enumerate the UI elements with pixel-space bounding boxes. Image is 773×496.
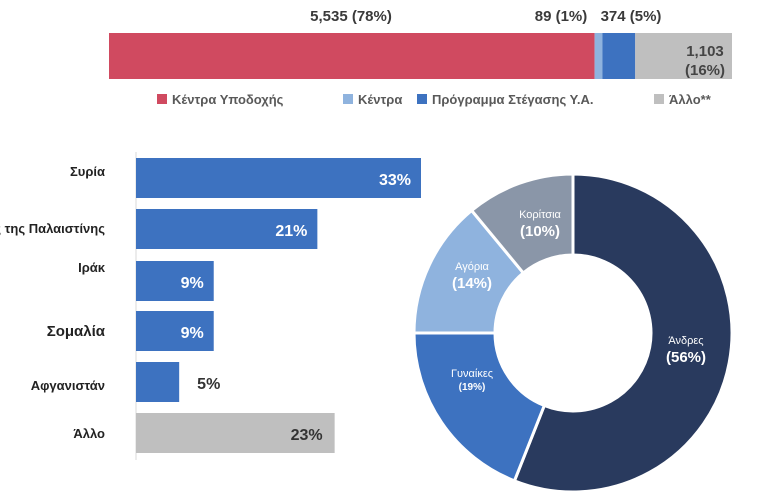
stack-pct-label-3: (16%) bbox=[685, 62, 725, 79]
donut-slice-name-0: Άνδρες bbox=[668, 335, 703, 347]
category-label-3: Σομαλία bbox=[47, 323, 106, 340]
donut-slice-3 bbox=[469, 172, 575, 276]
stacked-bar-legend: Κέντρα Υποδοχής Κέντρα Πρόγραμμα Στέγασης … bbox=[157, 92, 712, 107]
bar-0 bbox=[136, 158, 421, 198]
bar-value-label-2: 9% bbox=[181, 275, 204, 292]
stack-segment-0 bbox=[109, 33, 595, 79]
bar-3 bbox=[136, 311, 214, 351]
donut-slice-pct-0: (56%) bbox=[666, 349, 706, 366]
legend-swatch-3 bbox=[654, 94, 664, 104]
category-label-2: Ιράκ bbox=[78, 260, 106, 275]
legend-swatch-1 bbox=[343, 94, 353, 104]
legend-label-1: Κέντρα bbox=[358, 92, 402, 107]
donut-slice-name-2: Αγόρια bbox=[455, 261, 489, 273]
legend-label-3: Άλλο** bbox=[669, 92, 712, 107]
stack-segment-2 bbox=[602, 33, 636, 79]
stack-segment-1 bbox=[594, 33, 603, 79]
stack-value-label-1: 89 (1%) bbox=[535, 8, 588, 25]
stack-value-label-2: 374 (5%) bbox=[601, 8, 662, 25]
legend-label-2: Πρόγραμμα Στέγασης Υ.Α. bbox=[432, 92, 593, 107]
horizontal-bar-chart: Συρία 33% ος της Παλαιστίνης 21% Ιράκ 9% Σομαλ… bbox=[0, 152, 421, 460]
donut-chart: Άνδρες (56%) Γυναίκες (19%) Αγόρια (14%) Κορίτ… bbox=[412, 172, 734, 494]
category-label-1: ος της Παλαιστίνης bbox=[0, 221, 105, 236]
bar-value-label-4: 5% bbox=[197, 376, 220, 393]
legend-swatch-2 bbox=[417, 94, 427, 104]
category-label-0: Συρία bbox=[70, 164, 105, 179]
bar-value-label-5: 23% bbox=[291, 427, 323, 444]
bar-1 bbox=[136, 209, 318, 249]
legend-swatch-0 bbox=[157, 94, 167, 104]
stack-segment-3 bbox=[635, 33, 732, 79]
donut-slice-pct-1: (19%) bbox=[459, 382, 486, 393]
donut-slice-name-1: Γυναίκες bbox=[451, 368, 493, 380]
bar-value-label-0: 33% bbox=[379, 172, 411, 189]
bar-5 bbox=[136, 413, 335, 453]
donut-slice-1 bbox=[412, 331, 547, 483]
donut-slice-pct-3: (10%) bbox=[520, 223, 560, 240]
category-label-4: Αφγανιστάν bbox=[31, 378, 105, 393]
donut-slice-name-3: Κορίτσια bbox=[519, 209, 561, 221]
stacked-bar-chart: 5,535 (78%) 89 (1%) 374 (5%) 1,103 (16%) bbox=[109, 8, 732, 79]
bar-2 bbox=[136, 261, 214, 301]
stack-value-label-0: 5,535 (78%) bbox=[310, 8, 392, 25]
bar-value-label-3: 9% bbox=[181, 325, 204, 342]
legend-label-0: Κέντρα Υποδοχής bbox=[172, 92, 284, 107]
category-label-5: Άλλο bbox=[73, 426, 105, 441]
donut-slice-pct-2: (14%) bbox=[452, 275, 492, 292]
bar-4 bbox=[136, 362, 180, 402]
stack-value-label-3: 1,103 bbox=[686, 43, 724, 60]
bar-value-label-1: 21% bbox=[275, 223, 307, 240]
donut-slice-0 bbox=[512, 172, 734, 494]
